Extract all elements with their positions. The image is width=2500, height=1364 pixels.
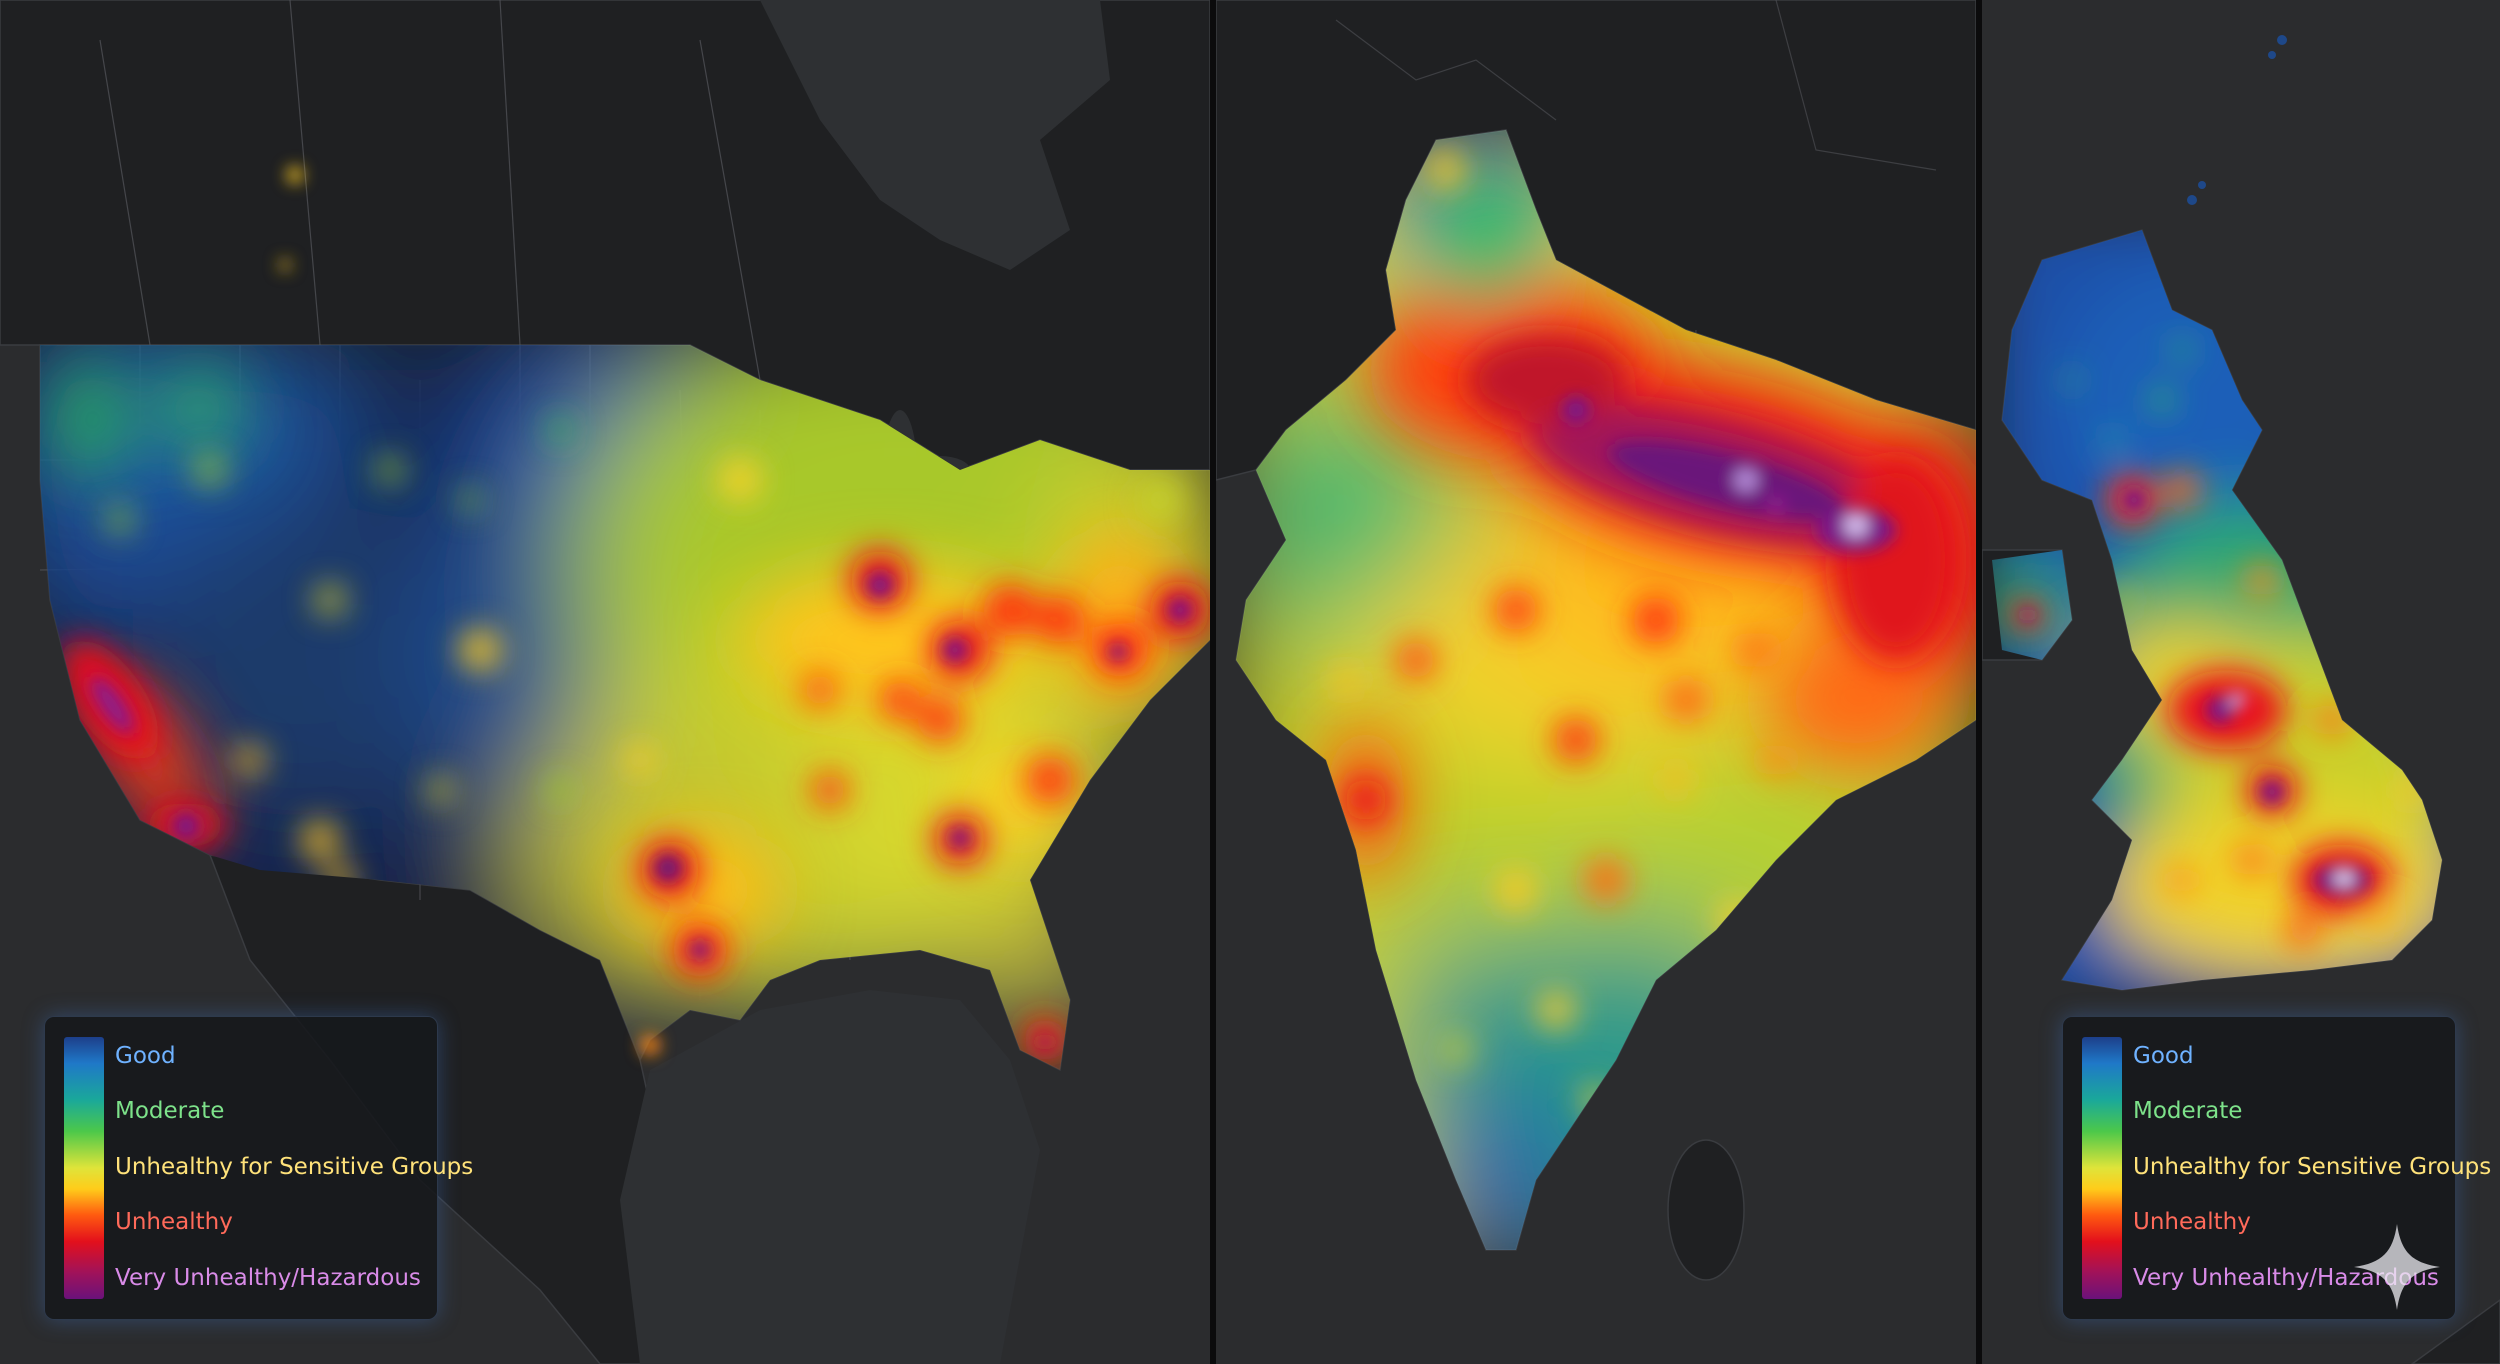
legend-label-usg: Unhealthy for Sensitive Groups — [2133, 1154, 2492, 1180]
legend-label-good: Good — [115, 1043, 176, 1069]
legend-label-moderate: Moderate — [2133, 1098, 2243, 1124]
usa-air-quality-map[interactable] — [0, 0, 1210, 1364]
sparkle-icon — [2354, 1224, 2440, 1310]
uk-small-islands — [2187, 35, 2287, 205]
legend-label-unhealthy: Unhealthy — [115, 1209, 233, 1235]
legend-label-unhealthy: Unhealthy — [2133, 1209, 2251, 1235]
legend-label-hazardous: Very Unhealthy/Hazardous — [115, 1265, 421, 1291]
sri-lanka — [1667, 1139, 1745, 1281]
legend-usa: Good Moderate Unhealthy for Sensitive Gr… — [44, 1016, 473, 1320]
panel-divider-right — [1976, 0, 1982, 1364]
india-map-svg — [1216, 0, 1976, 1281]
color-ramp — [64, 1037, 104, 1299]
legend-label-good: Good — [2133, 1043, 2194, 1069]
india-air-quality-map[interactable] — [1216, 0, 1976, 1364]
usa-map-svg — [0, 0, 1210, 1364]
uk-pollution-heatmap — [1992, 230, 2442, 990]
isolated-glow-points — [279, 167, 660, 1055]
legend-label-usg: Unhealthy for Sensitive Groups — [115, 1154, 474, 1180]
panel-divider-left — [1210, 0, 1216, 1364]
uk-map-svg — [1982, 35, 2500, 1364]
legend-label-moderate: Moderate — [115, 1098, 225, 1124]
color-ramp — [2082, 1037, 2122, 1299]
